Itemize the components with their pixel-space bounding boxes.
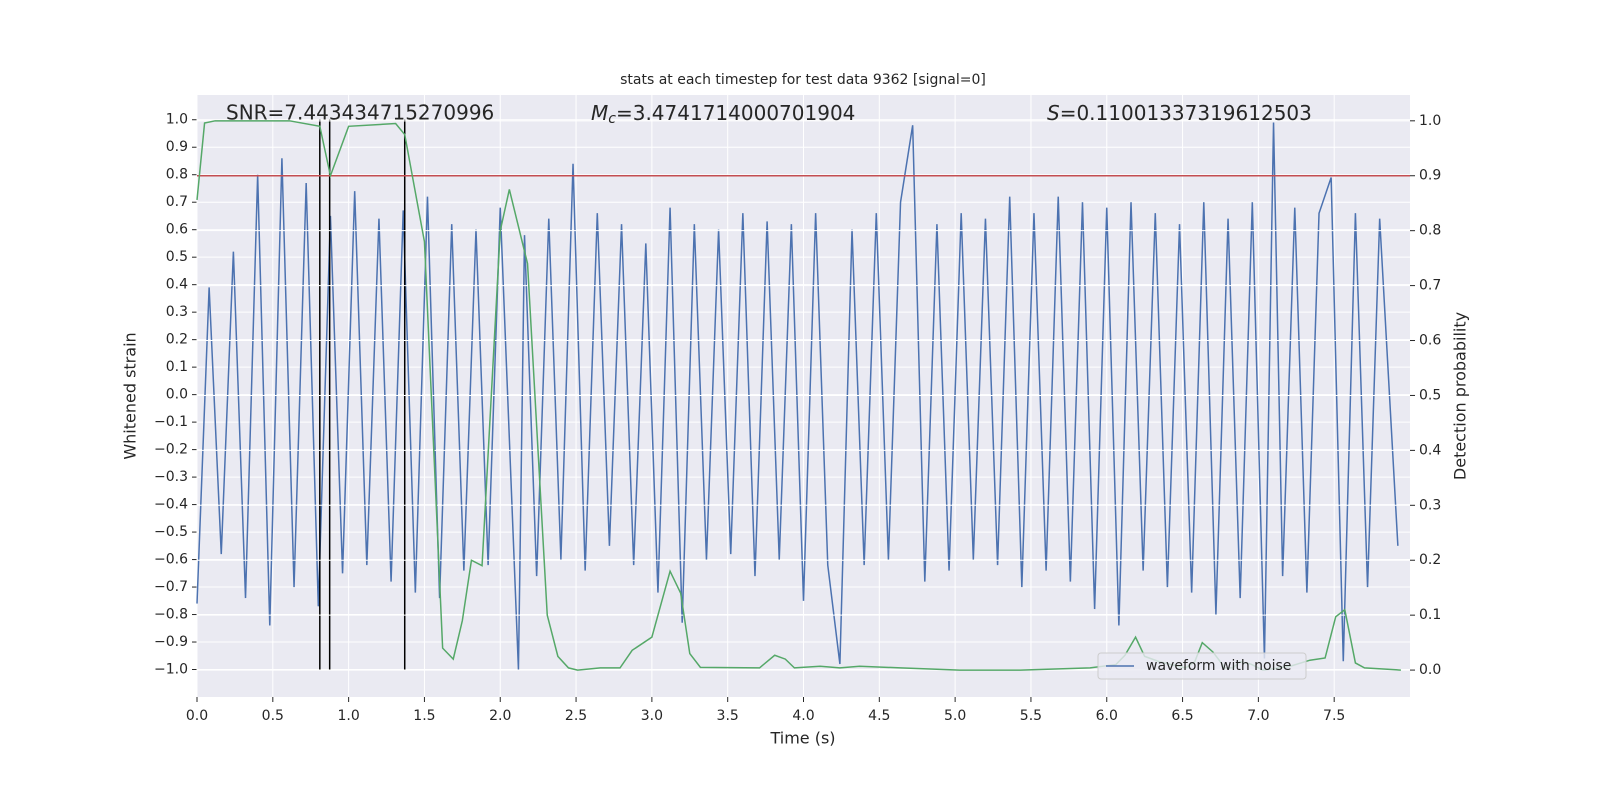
y-tick-label: 0.3 [166, 304, 188, 320]
series-line [196, 122, 1399, 670]
x-tick-label: 3.0 [641, 708, 663, 724]
y2-tick-label: 0.4 [1419, 442, 1441, 458]
y-tick-label: −0.8 [154, 607, 188, 623]
y2-tick-label: 1.0 [1419, 113, 1441, 129]
annotation-value: =0.11001337319612503 [1060, 101, 1312, 125]
y-tick-label: −0.7 [154, 579, 188, 595]
y-tick-label: −0.6 [154, 552, 188, 568]
x-tick-label: 4.5 [868, 708, 890, 724]
x-tick-label: 4.0 [792, 708, 814, 724]
y-tick-label: −0.3 [154, 469, 188, 485]
y-tick-label: −0.9 [154, 634, 188, 650]
y2-tick-label: 0.2 [1419, 552, 1441, 568]
y-tick-label: 0.4 [166, 277, 188, 293]
plot-layers: −1.0 −0.9 −0.8 −0.7 −0.6 −0.5 −0.4 −0.3 −0.2 −0.1… [154, 95, 1441, 724]
y2-tick-label: 0.6 [1419, 333, 1441, 349]
x-tick-label: 6.0 [1096, 708, 1118, 724]
x-tick-label: 0.5 [262, 708, 284, 724]
y2-tick-label: 0.0 [1419, 662, 1441, 678]
y-tick-label: 0.9 [166, 139, 188, 155]
y2-tick-label: 0.3 [1419, 497, 1441, 513]
y-tick-label: 0.1 [166, 359, 188, 375]
y2-tick-label: 0.1 [1419, 607, 1441, 623]
x-tick-label: 6.5 [1171, 708, 1193, 724]
x-tick-label: 0.0 [186, 708, 208, 724]
annotation-symbol: S [1047, 101, 1060, 125]
y-tick-label: 1.0 [166, 112, 188, 128]
y-tick-label: 0.6 [166, 222, 188, 238]
y-tick-label: 0.5 [166, 249, 188, 265]
annotation-subscript: c [608, 111, 616, 127]
y-tick-label: 0.0 [166, 387, 188, 403]
x-tick-label: 1.5 [413, 708, 435, 724]
x-tick-label: 7.5 [1323, 708, 1345, 724]
annotation: Mc=3.4741714000701904 [591, 101, 855, 128]
chart-title: stats at each timestep for test data 936… [620, 72, 986, 88]
y-tick-label: 0.2 [166, 332, 188, 348]
y2-tick-label: 0.8 [1419, 223, 1441, 239]
x-tick-label: 5.5 [1020, 708, 1042, 724]
annotation-symbol: M [591, 101, 608, 125]
y2-tick-label: 0.7 [1419, 278, 1441, 294]
y-tick-label: −0.2 [154, 442, 188, 458]
annotation: SNR=7.443434715270996 [226, 101, 494, 125]
y2-tick-label: 0.5 [1419, 387, 1441, 403]
annotation-value: =3.4741714000701904 [616, 101, 855, 125]
annotation: S=0.11001337319612503 [1047, 101, 1312, 125]
y2-axis-label: Detection probability [1451, 312, 1470, 480]
x-tick-label: 3.5 [717, 708, 739, 724]
y-axis-label: Whitened strain [121, 332, 140, 459]
y-tick-label: 0.7 [166, 194, 188, 210]
x-tick-label: 7.0 [1247, 708, 1269, 724]
x-axis-label: Time (s) [769, 729, 835, 748]
x-tick-label: 2.0 [489, 708, 511, 724]
x-tick-label: 1.0 [337, 708, 359, 724]
y-tick-label: −0.5 [154, 524, 188, 540]
legend-label: waveform with noise [1146, 658, 1291, 674]
y-tick-label: −0.1 [154, 414, 188, 430]
legend-box [1097, 652, 1307, 680]
y-tick-label: −1.0 [154, 662, 188, 678]
y-tick-label: 0.8 [166, 167, 188, 183]
x-tick-label: 5.0 [944, 708, 966, 724]
y2-tick-label: 0.9 [1419, 168, 1441, 184]
y-tick-label: −0.4 [154, 497, 188, 513]
x-tick-label: 2.5 [565, 708, 587, 724]
